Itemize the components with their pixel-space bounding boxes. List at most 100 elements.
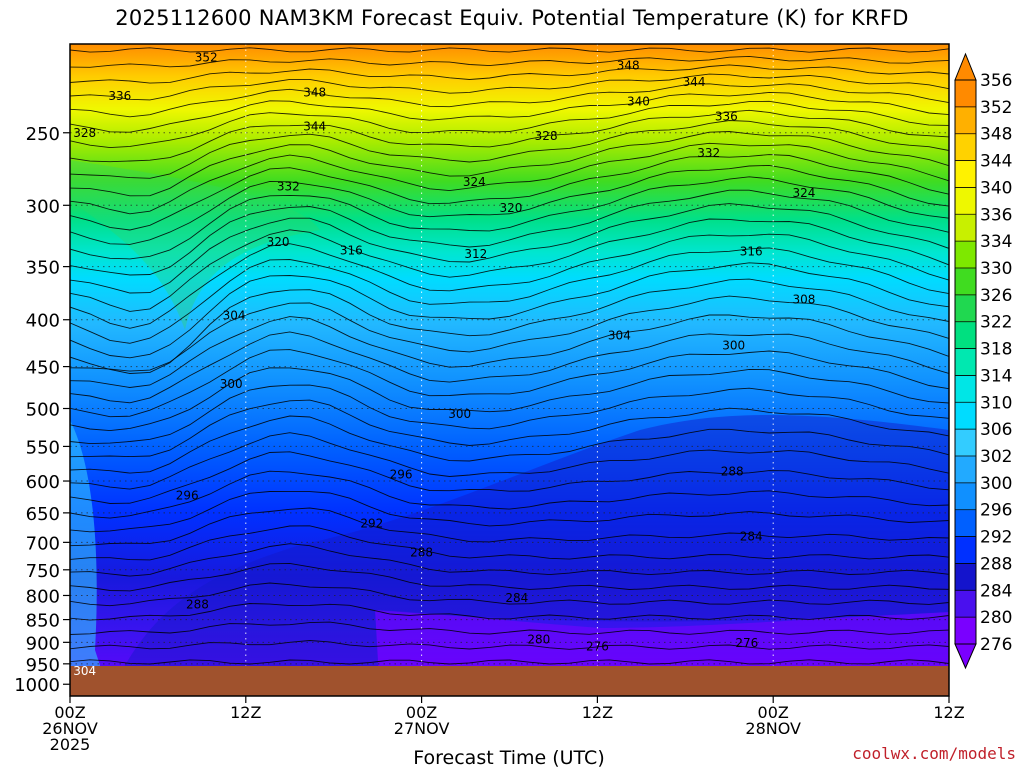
contour-label: 316 (740, 245, 763, 259)
contour-label: 348 (617, 58, 640, 72)
contour-line (70, 278, 949, 374)
colorbar-swatch (955, 160, 976, 188)
colorbar-swatch (955, 241, 976, 269)
y-tick-label: 250 (26, 124, 60, 145)
dry-intrusion-region (70, 160, 320, 330)
y-tick-label: 350 (26, 258, 60, 279)
y-tick-label: 850 (26, 611, 60, 632)
contour-line (70, 55, 949, 68)
contour-label: 348 (303, 86, 326, 100)
contour-label: 288 (186, 597, 209, 611)
contour-label: 296 (176, 488, 199, 502)
contour-label: 292 (360, 517, 383, 531)
contour-label: 308 (793, 292, 816, 306)
y-tick-label: 800 (26, 586, 60, 607)
colorbar-swatch (955, 348, 976, 376)
colorbar-label: 276 (980, 635, 1012, 655)
contour-line (70, 64, 949, 84)
contour-label: 332 (697, 146, 720, 160)
colorbar-swatch (955, 536, 976, 564)
source-credit: coolwx.com/models (852, 744, 1016, 763)
contour-label: 336 (715, 110, 738, 124)
colorbar-label: 296 (980, 501, 1012, 521)
colorbar-swatch (955, 133, 976, 162)
colorbar-swatch (955, 80, 976, 108)
colorbar-label: 336 (980, 205, 1012, 225)
colorbar-label: 292 (980, 528, 1012, 548)
colorbar-swatch (955, 456, 976, 484)
colorbar-bottom-arrow (954, 643, 977, 670)
contour-label: 336 (108, 89, 131, 103)
colorbar-swatch (955, 590, 976, 618)
colorbar-label: 280 (980, 608, 1012, 628)
contour-line (70, 367, 949, 432)
colorbar-label: 310 (980, 393, 1012, 413)
colorbar-label: 306 (980, 420, 1012, 440)
colorbar-label: 284 (980, 581, 1012, 601)
x-tick-label: 26NOV (42, 719, 98, 738)
contour-label: 352 (195, 51, 218, 65)
contour-line (70, 507, 949, 547)
contour-label: 276 (735, 636, 758, 650)
colorbar-swatch (955, 187, 976, 215)
x-tick-label: 27NOV (394, 719, 450, 738)
colorbar-label: 314 (980, 366, 1012, 386)
y-tick-label: 450 (26, 358, 60, 379)
colorbar-swatch (955, 617, 976, 645)
contour-labels: 352 336 328 348 344 332 320 316 312 304 300 296 300 2… (73, 51, 815, 678)
contour-label: 344 (683, 75, 706, 89)
contour-line (70, 295, 949, 372)
contour-label: 332 (277, 179, 300, 193)
x-tick-label: 00Z (406, 703, 437, 722)
y-tick-label: 600 (26, 472, 60, 493)
contour-line (70, 314, 949, 388)
contour-label: 328 (73, 126, 96, 140)
contour-label: 300 (448, 407, 471, 421)
x-tick-label: 12Z (582, 703, 613, 722)
colorbar-swatch (955, 268, 976, 296)
contour-line (70, 640, 949, 650)
chart-title: 2025112600 NAM3KM Forecast Equiv. Potent… (115, 6, 909, 30)
colorbar-swatch (955, 214, 976, 242)
contour-line (70, 131, 949, 197)
contour-label: 300 (722, 339, 745, 353)
x-tick-label: 2025 (50, 735, 91, 754)
contour-line (70, 525, 949, 561)
plot-area: 352 336 328 348 344 332 320 316 312 304 300 296 300 2… (70, 44, 949, 696)
contour-line (70, 91, 949, 133)
colorbar-swatch (955, 482, 976, 511)
colorbar-legend: 276 280 284 288 292 296 300 302 306 310 314 318 322 3… (954, 52, 1012, 670)
x-tick-label: 12Z (933, 703, 964, 722)
y-axis: 2503003504004505005506006507007508008509… (14, 124, 70, 696)
contour-line (70, 203, 949, 294)
contour-label: 296 (390, 467, 413, 481)
colorbar-label: 352 (980, 98, 1012, 118)
contour-label: 324 (463, 175, 486, 189)
y-tick-label: 700 (26, 533, 60, 554)
contour-label: 320 (267, 235, 290, 249)
terrain-ground (70, 666, 949, 696)
contour-line (70, 582, 949, 607)
contour-label: 316 (340, 243, 363, 257)
contour-line (70, 189, 949, 276)
contour-line (70, 233, 949, 329)
contour-line (70, 543, 949, 577)
colorbar-swatch (955, 509, 976, 538)
contour-lines (70, 47, 949, 665)
contour-line (70, 432, 949, 490)
x-tick-label: 28NOV (745, 719, 801, 738)
contour-label: 300 (220, 377, 243, 391)
colorbar-label: 318 (980, 340, 1012, 360)
contour-label: 288 (721, 465, 744, 479)
contour-label: 304 (73, 664, 96, 678)
y-tick-label: 400 (26, 311, 60, 332)
contour-label: 312 (464, 247, 487, 261)
y-tick-label: 550 (26, 437, 60, 458)
colorbar-top-arrow (954, 52, 977, 81)
contour-line (70, 164, 949, 245)
colorbar-label: 330 (980, 259, 1012, 279)
colorbar-swatch (955, 402, 976, 430)
contour-line (70, 218, 949, 312)
